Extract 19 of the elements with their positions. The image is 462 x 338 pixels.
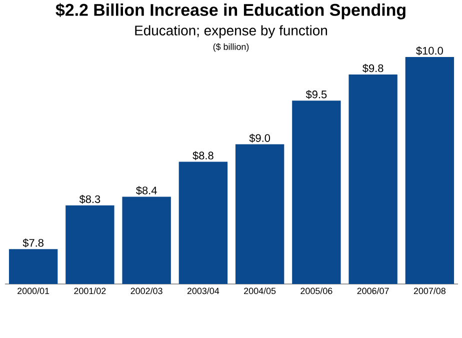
data-label: $7.8 [22,238,44,248]
text: ($ billion) [213,43,249,52]
data-label: $8.8 [192,151,214,160]
data-label: $9.5 [306,90,327,99]
x-tick-label: 2000/01 [18,288,50,294]
data-label: $9.0 [249,134,270,143]
data-label: $8.4 [136,186,157,195]
chart-subtitle: Education; expense by function [135,25,327,38]
x-tick-label: 2003/04 [187,288,220,294]
x-tick-label: 2007/08 [414,288,446,294]
data-label: $8.3 [79,194,100,204]
data-label: $10.0 [416,46,443,56]
x-tick-label: 2005/06 [300,288,332,294]
chart-title: $2.2 Billion Increase in Education Spending [56,3,406,20]
x-tick-label: 2006/07 [357,288,389,294]
x-tick-label: 2001/02 [74,288,106,294]
x-tick-label: 2004/05 [244,288,276,294]
data-label: $9.8 [362,64,384,73]
x-tick-label: 2002/03 [130,288,162,294]
